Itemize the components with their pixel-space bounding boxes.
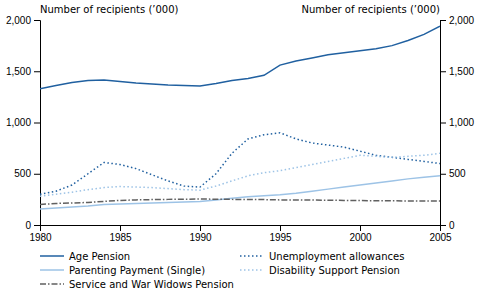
tick: 500 [440,168,466,179]
tick-label: 2,000 [449,15,474,26]
lines [40,26,440,209]
legend-item: Unemployment allowances [240,251,404,262]
series-line [40,199,440,204]
tick: 1,000 [6,117,40,128]
tick-mark [120,225,121,231]
tick-mark [440,20,446,21]
chart: 19801985199019952000200505001,0001,5002,… [0,0,480,297]
tick-mark [34,123,40,124]
axis-line [34,21,41,226]
legend-swatch [240,269,264,271]
tick-mark [34,20,40,21]
plot: 19801985199019952000200505001,0001,5002,… [6,4,474,290]
y2-axis: 0 500 1,000 1,500 2,000 [440,15,474,231]
tick: 1980 [29,225,52,243]
tick-label: 0 [449,220,455,231]
tick-mark [34,174,40,175]
tick: 1985 [109,225,132,243]
legend: Age Pension Unemployment allowances Parent… [40,251,404,290]
tick: 2,000 [440,15,474,26]
series-line [40,26,440,89]
y2-axis-label: Number of recipients (’000) [302,4,441,15]
tick-mark [440,71,446,72]
legend-swatch [40,269,64,271]
series-line [40,133,440,195]
tick-label: 2,000 [6,15,31,26]
tick-mark [280,225,281,231]
tick-mark [440,123,446,124]
legend-item: Disability Support Pension [240,265,400,276]
tick: 0 [25,220,40,231]
legend-swatch [40,255,64,257]
tick: 500 [14,168,40,179]
legend-label: Disability Support Pension [269,265,400,276]
tick-mark [360,225,361,231]
tick-mark [34,225,40,226]
tick: 2000 [349,225,372,243]
tick-mark [34,71,40,72]
tick-mark [440,174,446,175]
tick-mark [200,225,201,231]
tick-label: 1995 [269,232,292,243]
tick-label: 1990 [189,232,212,243]
y-axis: 0 500 1,000 1,500 2,000 [6,15,41,231]
legend-label: Service and War Widows Pension [69,279,234,290]
tick: 0 [440,220,455,231]
tick: 1,000 [440,117,474,128]
y-axis-label: Number of recipients (’000) [40,4,179,15]
x-axis: 1980 1985 1990 1995 2000 2005 [29,225,452,243]
series-line [40,176,440,209]
tick-label: 500 [449,168,466,179]
tick: 2,000 [6,15,40,26]
tick-mark [440,225,446,226]
series-line [40,153,440,196]
tick-label: 1985 [109,232,132,243]
legend-item: Service and War Widows Pension [40,279,234,290]
legend-label: Parenting Payment (Single) [69,265,205,276]
tick-label: 1,000 [6,117,31,128]
tick-label: 1,000 [449,117,474,128]
tick-label: 0 [25,220,31,231]
tick: 1995 [269,225,292,243]
legend-label: Age Pension [69,251,130,262]
axis-line [41,226,441,232]
tick-label: 1,500 [449,66,474,77]
tick-label: 2005 [429,232,452,243]
legend-item: Parenting Payment (Single) [40,265,205,276]
tick-label: 1980 [29,232,52,243]
tick-label: 2000 [349,232,372,243]
legend-label: Unemployment allowances [269,251,404,262]
tick-label: 1,500 [6,66,31,77]
tick: 1,500 [6,66,40,77]
tick: 1990 [189,225,212,243]
tick: 1,500 [440,66,474,77]
axis-line [441,21,447,226]
legend-swatch [40,283,64,285]
legend-item: Age Pension [40,251,130,262]
legend-swatch [240,255,264,257]
tick-label: 500 [14,168,31,179]
